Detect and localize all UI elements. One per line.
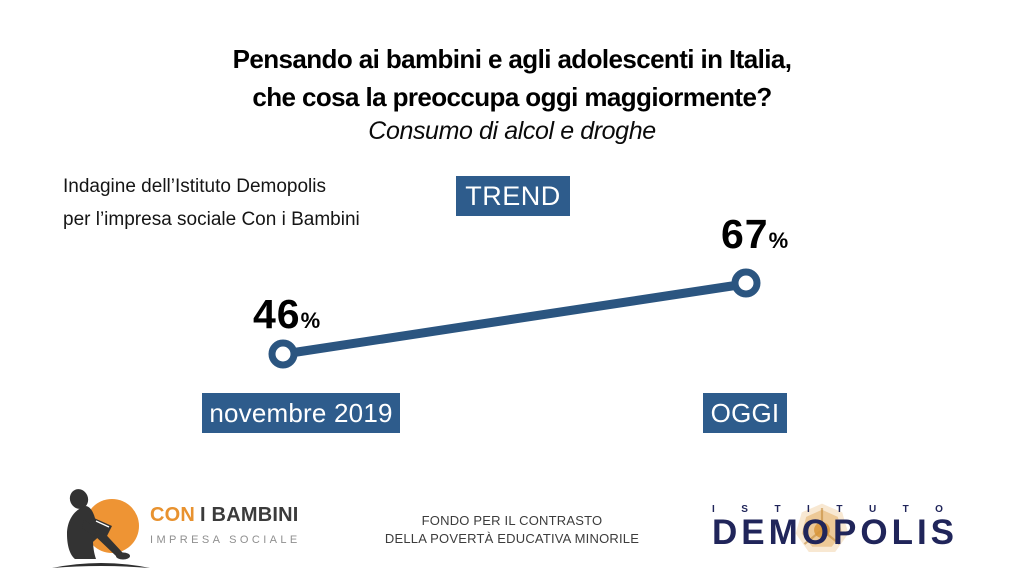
demopolis-logo: ISTITUTO DEMOPOLIS	[712, 503, 970, 552]
trend-line	[283, 279, 746, 359]
brand-i-bambini: I BAMBINI	[200, 504, 299, 526]
chart-subtitle: Consumo di alcol e droghe	[368, 117, 656, 145]
value-label-2019: 46%	[253, 294, 320, 335]
value-2019: 46	[253, 291, 301, 337]
value-oggi: 67	[721, 211, 769, 257]
impresa-sociale-tagline: IMPRESA SOCIALE	[150, 534, 301, 546]
con-i-bambini-wordmark: CON I BAMBINI	[150, 504, 301, 527]
istituto-label: ISTITUTO	[712, 504, 970, 515]
brand-con: CON	[150, 504, 196, 526]
page-title-line2: che cosa la preoccupa oggi maggiormente?	[252, 82, 772, 112]
fund-note-line2: DELLA POVERTÀ EDUCATIVA MINORILE	[384, 530, 640, 546]
con-i-bambini-logo: CON I BAMBINI IMPRESA SOCIALE	[150, 504, 301, 546]
percent-sign: %	[768, 228, 789, 253]
source-note-line1: Indagine dell’Istituto Demopolis	[63, 176, 326, 197]
trend-badge: TREND	[456, 176, 570, 216]
data-point-marker-right	[731, 268, 761, 298]
category-label-novembre-2019: novembre 2019	[202, 393, 400, 433]
category-label-oggi: OGGI	[703, 393, 787, 433]
demopolis-emblem-icon	[795, 503, 849, 552]
data-point-marker-left	[268, 339, 298, 369]
source-note-line2: per l’impresa sociale Con i Bambini	[63, 209, 360, 230]
fund-note: FONDO PER IL CONTRASTO DELLA POVERTÀ EDU…	[385, 512, 639, 547]
percent-sign: %	[300, 308, 321, 333]
source-note: Indagine dell’Istituto Demopolis per l’i…	[63, 170, 360, 236]
reading-child-sun-icon	[52, 489, 150, 568]
value-label-oggi: 67%	[721, 214, 788, 255]
page-title-line1: Pensando ai bambini e agli adolescenti i…	[232, 44, 792, 74]
fund-note-line1: FONDO PER IL CONTRASTO	[421, 513, 603, 528]
demopolis-wordmark: DEMOPOLIS	[712, 513, 959, 552]
page-title: Pensando ai bambini e agli adolescenti i…	[0, 40, 1024, 116]
